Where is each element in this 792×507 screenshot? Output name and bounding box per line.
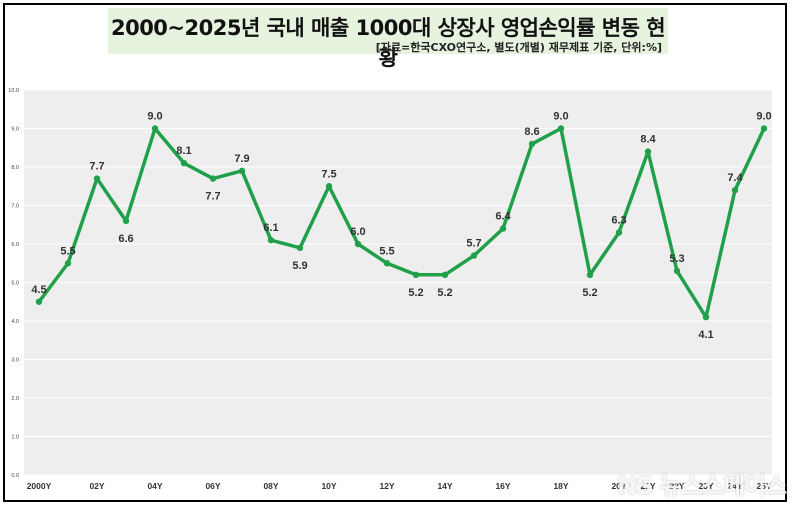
x-tick-label: 24Y xyxy=(727,481,742,491)
x-tick-label: 10Y xyxy=(321,481,336,491)
data-point xyxy=(644,148,652,155)
y-tick-label: 4.0 xyxy=(11,319,19,325)
x-tick-label: 04Y xyxy=(147,481,162,491)
data-label: 9.0 xyxy=(147,111,162,123)
x-tick-label: 12Y xyxy=(379,481,394,491)
data-point xyxy=(180,159,188,167)
y-tick-label: 6.0 xyxy=(11,242,19,248)
data-point xyxy=(209,175,217,182)
y-tick-label: 10.0 xyxy=(8,88,19,94)
data-label: 7.7 xyxy=(205,191,220,203)
data-label: 6.3 xyxy=(611,214,626,226)
x-tick-label: 14Y xyxy=(437,481,452,491)
data-label: 5.2 xyxy=(408,287,423,299)
data-point xyxy=(499,225,507,232)
data-point xyxy=(702,313,710,321)
data-point xyxy=(64,260,72,267)
data-label: 9.0 xyxy=(756,111,771,123)
data-point xyxy=(760,125,768,132)
x-tick-label: 16Y xyxy=(495,481,510,491)
data-point xyxy=(238,167,246,175)
y-tick-label: 5.0 xyxy=(11,281,19,287)
data-label: 8.1 xyxy=(176,145,191,157)
series-line xyxy=(37,126,766,319)
data-label: 8.6 xyxy=(524,126,539,138)
watermark-logo: NS 뉴스스페이스 xyxy=(617,472,787,500)
chart-source-note: [자료=한국CXO연구소, 별도(개별) 재무제표 기준, 단위:%] xyxy=(375,41,662,54)
data-label: 5.7 xyxy=(466,238,481,250)
y-tick-label: 7.0 xyxy=(11,204,19,210)
data-point xyxy=(354,240,362,248)
data-point xyxy=(296,244,304,252)
data-label: 9.0 xyxy=(553,111,568,123)
data-label: 6.1 xyxy=(263,222,278,234)
chart-title: 2000~2025년 국내 매출 1000대 상장사 영업손익률 변동 현황 xyxy=(110,16,666,70)
data-label: 7.9 xyxy=(234,153,249,165)
x-tick-label: 02Y xyxy=(89,481,104,491)
data-point xyxy=(412,271,420,278)
data-point xyxy=(267,236,275,244)
y-tick-label: 9.0 xyxy=(11,127,19,133)
data-label: 6.4 xyxy=(495,211,511,223)
data-label: 7.5 xyxy=(321,168,336,180)
data-label: 6.6 xyxy=(118,233,133,245)
data-point xyxy=(35,298,43,305)
y-tick-label: 3.0 xyxy=(11,358,19,364)
y-tick-label: 8.0 xyxy=(11,165,19,171)
data-label: 8.4 xyxy=(640,134,656,146)
data-point xyxy=(93,175,101,182)
data-label: 5.2 xyxy=(582,287,597,299)
data-point xyxy=(673,267,681,275)
data-label: 7.7 xyxy=(89,161,104,173)
data-label: 5.2 xyxy=(437,287,452,299)
data-label: 6.0 xyxy=(350,226,365,238)
x-tick-label: 22Y xyxy=(669,481,684,491)
data-point xyxy=(151,125,159,132)
data-point xyxy=(383,260,391,267)
y-tick-label: 1.0 xyxy=(11,435,19,441)
data-point xyxy=(441,271,449,278)
data-point xyxy=(325,183,333,190)
data-label: 7.4 xyxy=(727,172,743,184)
x-tick-label: 2000Y xyxy=(27,481,52,491)
data-point xyxy=(586,271,594,278)
data-label: 4.5 xyxy=(31,284,46,296)
y-tick-label: 2.0 xyxy=(11,396,19,402)
y-tick-label: 0.0 xyxy=(11,473,19,479)
data-point xyxy=(615,229,623,236)
data-point xyxy=(731,186,739,194)
x-tick-label: 06Y xyxy=(205,481,220,491)
x-tick-label: 08Y xyxy=(263,481,278,491)
data-point xyxy=(470,252,478,259)
data-point xyxy=(557,125,565,132)
x-tick-label: 20Y xyxy=(611,481,626,491)
x-tick-label: 25Y xyxy=(756,481,771,491)
data-label: 5.5 xyxy=(60,245,75,257)
data-label: 4.1 xyxy=(698,329,713,341)
x-tick-label: 21Y xyxy=(640,481,655,491)
data-point xyxy=(528,140,536,148)
title-box: 2000~2025년 국내 매출 1000대 상장사 영업손익률 변동 현황 [… xyxy=(108,8,668,70)
data-label: 5.9 xyxy=(292,260,307,272)
data-point xyxy=(122,217,130,225)
x-tick-label: 23Y xyxy=(698,481,713,491)
data-label: 5.3 xyxy=(669,253,684,265)
data-label: 5.5 xyxy=(379,245,394,257)
x-tick-label: 18Y xyxy=(553,481,568,491)
